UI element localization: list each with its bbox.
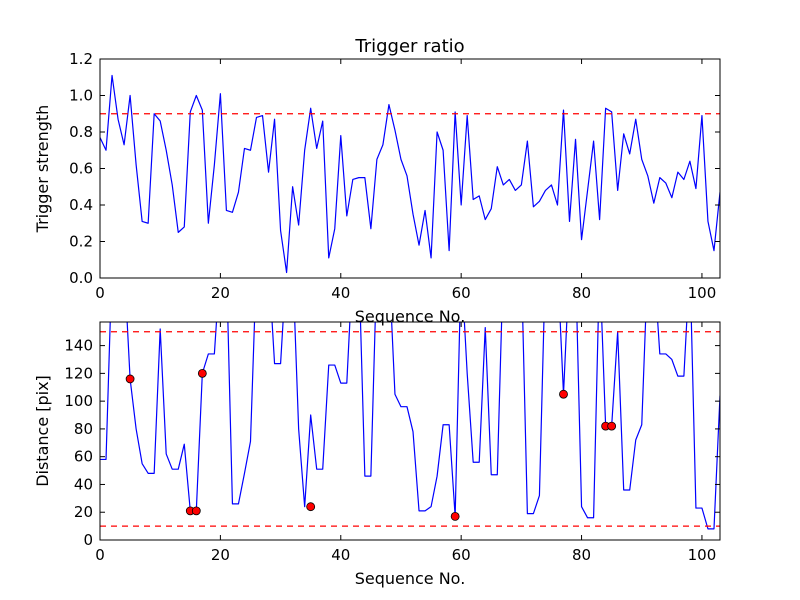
data-point-marker xyxy=(450,511,460,521)
x-tick-label: 100 xyxy=(688,546,717,564)
data-point-marker xyxy=(607,421,617,431)
y-tick-label: 0.2 xyxy=(69,233,93,251)
chart-title: Trigger ratio xyxy=(354,36,464,57)
x-axis-label: Sequence No. xyxy=(355,569,466,588)
axes-frame xyxy=(99,58,721,279)
series-line xyxy=(100,74,720,274)
x-tick-label: 60 xyxy=(452,284,471,302)
y-tick-label: 120 xyxy=(64,364,93,382)
x-tick-label: 100 xyxy=(688,284,717,302)
data-point-marker xyxy=(306,502,316,512)
y-tick-label: 100 xyxy=(64,392,93,410)
y-tick-label: 40 xyxy=(74,475,93,493)
y-tick-label: 80 xyxy=(74,420,93,438)
y-tick-label: 0.4 xyxy=(69,196,93,214)
data-point-marker xyxy=(197,368,207,378)
y-tick-label: 0.8 xyxy=(69,123,93,141)
data-point-marker xyxy=(191,506,201,516)
y-tick-label: 60 xyxy=(74,448,93,466)
x-tick-label: 0 xyxy=(95,284,105,302)
distance-chart: 0 20 40 60 80 100 0 20 40 60 80 100 120 140 Sequence N… xyxy=(33,321,721,588)
y-tick-label: 0.6 xyxy=(69,160,93,178)
series-line xyxy=(100,322,720,530)
y-axis-label: Trigger strength xyxy=(33,105,52,234)
x-tick-label: 20 xyxy=(211,546,230,564)
x-tick-label: 60 xyxy=(452,546,471,564)
plot-area xyxy=(100,322,720,530)
y-tick-label: 1.0 xyxy=(69,87,93,105)
x-tick-label: 0 xyxy=(95,546,105,564)
x-tick-label: 80 xyxy=(572,284,591,302)
data-point-marker xyxy=(125,374,135,384)
axes-frame xyxy=(99,321,721,541)
y-axis-label: Distance [pix] xyxy=(33,375,52,487)
plot-area xyxy=(100,74,720,274)
y-tick-label: 140 xyxy=(64,337,93,355)
y-tick-label: 0 xyxy=(83,531,93,549)
y-tick-label: 20 xyxy=(74,503,93,521)
x-axis-label: Sequence No. xyxy=(355,307,466,326)
y-tick-label: 1.2 xyxy=(69,50,93,68)
x-tick-label: 40 xyxy=(331,546,350,564)
y-tick-label: 0.0 xyxy=(69,269,93,287)
x-tick-label: 80 xyxy=(572,546,591,564)
trigger-ratio-chart: 0 20 40 60 80 100 0.0 0.2 0.4 0.6 0.8 1.0 1.2 Sequenc… xyxy=(33,36,721,326)
x-tick-label: 20 xyxy=(211,284,230,302)
data-point-marker xyxy=(559,389,568,399)
x-tick-label: 40 xyxy=(331,284,350,302)
